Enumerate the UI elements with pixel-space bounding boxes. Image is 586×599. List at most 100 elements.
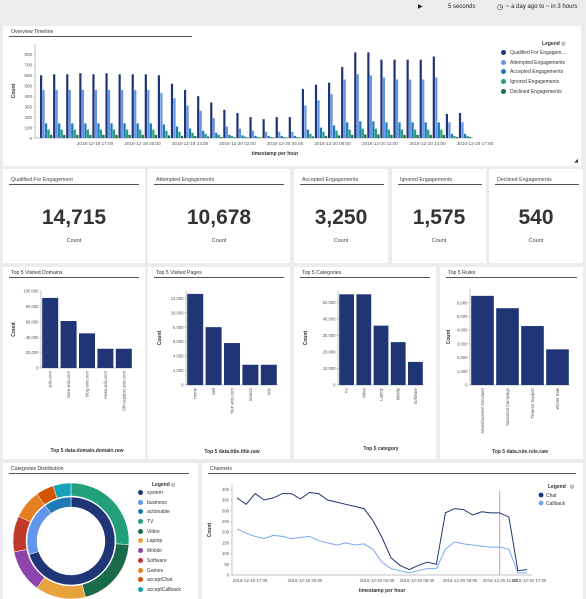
timeline-bar <box>149 123 152 138</box>
timeline-bar <box>212 118 215 138</box>
legend-item[interactable]: acceptChat <box>138 577 181 587</box>
x-tick-label: 2016-12-20 02:00 <box>360 578 395 583</box>
legend-label: Ignored Engagements <box>510 79 560 86</box>
bar <box>79 333 95 368</box>
timeline-bar <box>107 89 111 138</box>
legend-label: acceptCallback <box>147 586 181 593</box>
x-tick-label: store.ariis.com <box>66 370 71 398</box>
x-tick-label: Sell <box>211 388 216 395</box>
timeline-bar <box>115 134 118 138</box>
legend-item[interactable]: Accepted Engagements <box>501 69 566 79</box>
timeline-bar <box>118 74 121 138</box>
timeline-bar <box>84 123 87 138</box>
timeline-bar <box>123 123 126 138</box>
refresh-interval[interactable]: 5 seconds <box>448 3 476 10</box>
timeline-bar <box>141 134 144 138</box>
y-tick-label: 700 <box>24 63 32 68</box>
legend-label: system <box>147 490 163 496</box>
legend-swatch <box>138 577 143 583</box>
x-tick-label: 2016-12-19 20:00 <box>124 141 161 146</box>
timeline-bar <box>291 131 294 138</box>
bar <box>390 342 406 385</box>
timeline-bar <box>324 135 328 138</box>
timeline-bar <box>409 79 412 138</box>
timeline-bar <box>184 89 187 138</box>
y-tick-label: 1,000 <box>457 369 468 374</box>
y-tick-label: 0 <box>227 573 230 578</box>
metric-value: 3,250 <box>314 206 368 229</box>
x-axis-title: Top 5 data.rule.rule.raw <box>492 449 548 455</box>
timeline-bar <box>175 126 179 138</box>
timeline-bar <box>97 123 100 138</box>
x-axis-title: timestamp per hour <box>359 588 406 594</box>
y-tick-label: 300 <box>222 508 230 513</box>
metric-label: Attempted Engagements <box>156 177 215 183</box>
legend-item[interactable]: Games <box>138 567 181 578</box>
y-tick-label: 20,000 <box>26 350 39 355</box>
legend-item[interactable]: Mobile <box>138 548 181 558</box>
timeline-bar <box>236 112 239 138</box>
timeline-bar <box>47 129 50 138</box>
timeline-bar <box>170 83 174 138</box>
x-tick-label: 2016-12-19 17:00 <box>233 578 268 583</box>
legend-toggle-icon[interactable]: ◎ <box>561 41 566 47</box>
timeline-bar <box>468 136 472 138</box>
bar <box>42 297 59 368</box>
timeline-bar <box>230 135 233 138</box>
legend-item[interactable]: system <box>138 490 181 500</box>
timeline-bar <box>256 136 260 138</box>
timeline-bar <box>157 75 161 138</box>
clock-icon[interactable]: ◷ <box>497 3 504 11</box>
legend-item[interactable]: TV <box>138 519 181 529</box>
legend-item[interactable]: Ignored Engagements <box>501 79 566 89</box>
legend-label: TV <box>147 519 154 526</box>
timeline-bar <box>335 130 338 138</box>
legend-item[interactable]: Attempted Engagements <box>501 59 566 70</box>
timeline-bar <box>220 136 223 138</box>
timeline-bar <box>186 105 189 138</box>
time-range-picker[interactable]: ~ a day ago to ~ in 3 hours <box>506 3 578 10</box>
x-tick-label: TV <box>344 388 349 394</box>
timeline-bar <box>372 121 375 138</box>
y-tick-label: 100 <box>24 125 32 130</box>
legend-item[interactable]: acceptCallback <box>138 586 181 597</box>
y-tick-label: 10,000 <box>323 366 336 371</box>
timeline-bar <box>189 128 192 138</box>
bar <box>60 321 77 368</box>
title-underline <box>154 277 284 278</box>
distribution-legend: Legend ◎ system business actionable TV Video… <box>138 482 181 597</box>
legend-label: Mobile <box>147 548 162 555</box>
legend-item[interactable]: Software <box>138 557 181 568</box>
legend-item[interactable]: Declined Engagements <box>501 88 566 99</box>
x-tick-label: ariis.com <box>48 371 53 388</box>
bar <box>521 326 544 385</box>
legend-label: business <box>147 499 167 506</box>
legend-toggle-icon[interactable]: ◎ <box>171 482 176 488</box>
timeline-bar <box>419 59 422 138</box>
legend-item[interactable]: actionable <box>138 509 181 519</box>
y-tick-label: 400 <box>24 94 32 99</box>
timeline-bar <box>463 133 467 138</box>
legend-item[interactable]: business <box>138 499 181 510</box>
timeline-bar <box>131 74 134 138</box>
legend-toggle-icon: ◎ <box>570 484 575 490</box>
legend-item[interactable]: Qualified For Engagem... <box>501 50 566 60</box>
timeline-bar <box>411 122 414 138</box>
legend-swatch <box>501 59 506 65</box>
y-tick-label: 100 <box>222 551 230 556</box>
categories-distribution-chart <box>12 482 130 599</box>
legend-item[interactable]: Laptop <box>138 538 181 548</box>
bar <box>339 294 354 385</box>
y-tick-label: 8,000 <box>173 325 184 330</box>
timeline-bar <box>60 129 63 138</box>
timeline-bar <box>110 123 113 138</box>
timeline-bar <box>71 123 74 138</box>
x-tick-label: Info <box>266 387 271 395</box>
legend-item[interactable]: Video <box>138 528 181 539</box>
y-tick-label: 0 <box>36 366 39 371</box>
legend-swatch <box>501 50 506 55</box>
play-icon[interactable]: ▶ <box>418 4 423 10</box>
x-tick-label: 2016-12-20 05:00 <box>267 141 304 146</box>
resize-corner-icon[interactable]: ◢ <box>574 158 578 164</box>
bar <box>356 294 372 385</box>
